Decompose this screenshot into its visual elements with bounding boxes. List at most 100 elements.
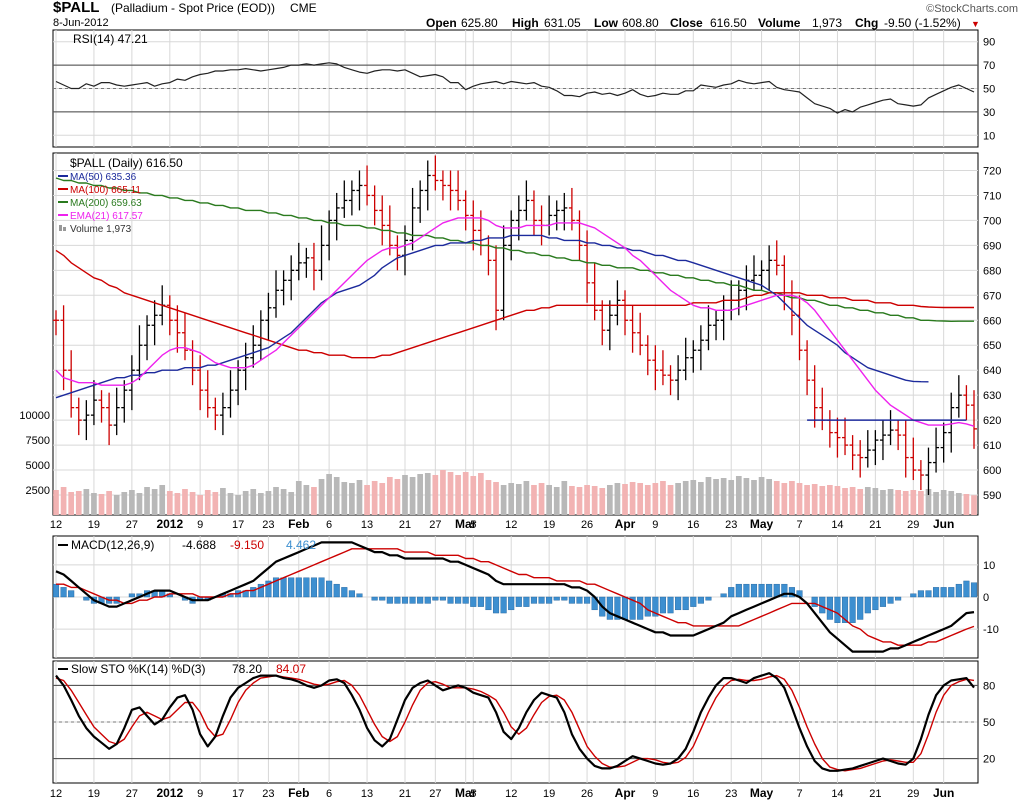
ohlc-bar — [462, 190, 469, 231]
ohlc-bar — [235, 360, 242, 406]
macd-histogram-bar — [288, 577, 295, 598]
volume-bar — [971, 495, 977, 515]
low-value: 608.80 — [622, 16, 659, 30]
macd-histogram-bar — [834, 596, 841, 623]
macd-histogram-bar — [424, 596, 431, 604]
x-tick-label: 12 — [505, 519, 517, 531]
x-tick-label: 19 — [543, 519, 555, 531]
x-tick-label: 19 — [88, 788, 100, 800]
ma50-line — [55, 234, 929, 399]
ohlc-bar — [470, 200, 477, 251]
ohlc-bar — [371, 185, 378, 226]
macd-histogram-bar — [933, 587, 940, 598]
volume-bar — [606, 485, 613, 515]
macd-histogram-bar — [394, 596, 401, 604]
macd-histogram-bar — [758, 583, 765, 598]
ohlc-bar — [439, 170, 446, 201]
chg-label: Chg — [855, 16, 878, 30]
ohlc-bar — [333, 192, 340, 241]
x-tick-label: Apr — [615, 517, 636, 531]
macd-histogram-bar — [348, 590, 355, 598]
volume-bar — [265, 491, 272, 515]
macd-histogram-bar — [500, 596, 507, 614]
macd-histogram-bar — [272, 577, 280, 598]
ohlc-bar — [83, 400, 90, 441]
macd-histogram-bar — [750, 583, 758, 598]
x-tick-label: 19 — [543, 788, 555, 800]
ohlc-bar — [394, 235, 401, 271]
volume-bar — [713, 479, 719, 515]
ohlc-bar — [310, 242, 317, 291]
volume-bar — [113, 495, 120, 515]
ohlc-bar — [591, 262, 598, 321]
x-tick-label: 23 — [725, 519, 737, 531]
volume-bar — [789, 481, 795, 515]
volume-bar — [629, 482, 636, 515]
sto-legend-k: 78.20 — [232, 662, 262, 676]
ohlc-bar — [720, 295, 727, 341]
volume-bar — [303, 485, 310, 515]
ohlc-bar — [963, 385, 970, 421]
volume-bar — [478, 473, 484, 515]
ohlc-bar — [379, 195, 386, 246]
price-bars — [53, 155, 977, 496]
volume-bar — [447, 472, 454, 515]
volume-bar — [500, 485, 507, 515]
ohlc-bar — [98, 390, 105, 423]
volume-bar — [955, 493, 962, 515]
ohlc-bar — [144, 315, 151, 361]
x-tick-label: 27 — [126, 788, 138, 800]
ohlc-bar — [356, 170, 363, 211]
volume-bar — [106, 491, 112, 515]
macd-histogram-bar — [682, 596, 689, 611]
ohlc-bar — [455, 170, 462, 211]
volume-bar — [182, 489, 188, 515]
macd-histogram-bar — [508, 596, 515, 611]
volume-bar — [356, 480, 363, 515]
ohlc-bar — [318, 225, 325, 281]
ohlc-bar — [106, 392, 113, 446]
rsi-y-tick-label: 30 — [983, 107, 995, 119]
volume-bar — [827, 485, 833, 515]
x-tick-label: 29 — [907, 788, 919, 800]
ohlc-bar — [546, 195, 553, 236]
ma200-line — [55, 177, 974, 322]
ohlc-bar — [667, 365, 674, 396]
macd-histogram-bar — [728, 587, 735, 598]
volume-bar — [402, 475, 408, 515]
rsi-y-tick-label: 70 — [983, 60, 995, 72]
volume-bar — [371, 481, 378, 515]
volume-bar — [440, 470, 446, 515]
macd-histogram-bar — [333, 583, 340, 598]
volume-bars — [53, 470, 977, 515]
volume-bar — [364, 485, 370, 515]
macd-histogram-bar — [576, 596, 583, 604]
macd-histogram-bar — [470, 596, 477, 607]
macd-histogram-bar — [386, 596, 393, 604]
ohlc-bar — [273, 270, 280, 318]
macd-histogram-bar — [447, 596, 454, 604]
ohlc-bar — [796, 295, 803, 361]
volume-bar — [948, 491, 955, 515]
macd-line — [55, 541, 975, 653]
rsi-y-tick-label: 90 — [983, 37, 995, 49]
ohlc-bar — [500, 225, 507, 321]
volume-bar — [318, 479, 325, 515]
ohlc-bar — [864, 430, 871, 468]
macd-histogram-bar — [326, 580, 333, 598]
ohlc-bar — [948, 392, 955, 453]
x-tick-label: 23 — [262, 519, 274, 531]
x-tick-label: 2012 — [156, 517, 183, 531]
ohlc-bar — [622, 290, 629, 336]
ohlc-bar — [606, 300, 613, 351]
ohlc-summary: Open 625.80 High 631.05 Low 608.80 Close… — [426, 16, 980, 30]
ohlc-bar — [834, 417, 841, 458]
ohlc-bar — [819, 387, 826, 431]
macd-histogram-bar — [895, 596, 902, 601]
macd-histogram-bar — [455, 596, 462, 604]
ohlc-bar — [212, 397, 219, 431]
volume-bar — [515, 484, 522, 515]
macd-histogram-bar — [766, 583, 773, 598]
volume-bar — [455, 475, 461, 515]
high-label: High — [512, 16, 539, 30]
